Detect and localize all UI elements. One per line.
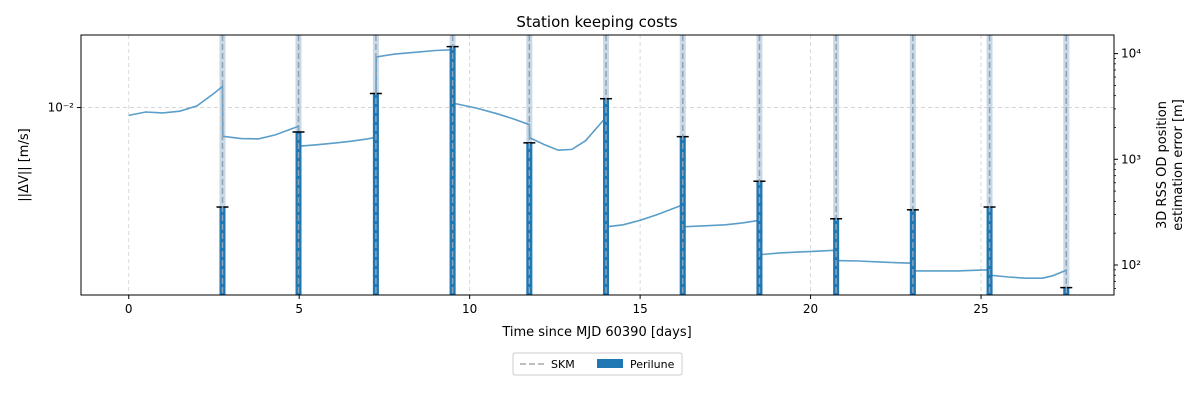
plot-frame (80, 34, 1115, 296)
od-error-line (128, 48, 1067, 279)
skm-bands (219, 35, 1070, 295)
x-tick-label: 10 (462, 302, 477, 316)
x-tick-label: 0 (125, 302, 133, 316)
legend-skm-label: SKM (551, 358, 575, 371)
right-axis-label-line2: estimation error [m] (1171, 99, 1186, 231)
right-tick-label: 10³ (1121, 152, 1141, 166)
od-error-path (128, 48, 1067, 279)
legend: SKM Perilune (512, 352, 683, 376)
x-tick-label: 25 (973, 302, 988, 316)
left-axis-label: ||ΔV|| [m/s] (17, 128, 32, 201)
grid-lines (81, 35, 1114, 295)
legend-perilune-label: Perilune (630, 358, 675, 371)
right-axis-label-line1: 3D RSS OD position (1155, 101, 1170, 229)
right-axis-ticks: 10² 10³ 10⁴ (1114, 47, 1141, 289)
legend-perilune-swatch (597, 359, 623, 368)
perilune-bar (372, 93, 379, 296)
x-tick-label: 15 (632, 302, 647, 316)
left-axis-ticks: 10⁻² (48, 101, 81, 115)
x-axis-ticks: 0 5 10 15 20 25 (125, 295, 989, 316)
skm-lines (221, 35, 1068, 295)
chart-title: Station keeping costs (516, 13, 677, 31)
left-tick-label: 10⁻² (48, 101, 75, 115)
x-axis-label: Time since MJD 60390 [days] (501, 325, 691, 340)
x-tick-label: 20 (803, 302, 818, 316)
right-tick-label: 10² (1121, 258, 1141, 272)
perilune-bar (295, 131, 302, 295)
right-tick-label: 10⁴ (1121, 47, 1141, 61)
perilune-bar (603, 98, 610, 295)
perilune-bars (216, 45, 1073, 296)
x-tick-label: 5 (295, 302, 303, 316)
